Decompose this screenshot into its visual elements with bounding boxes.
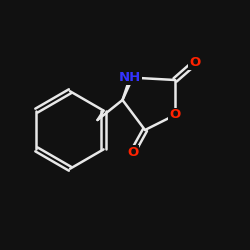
- Text: O: O: [127, 146, 138, 159]
- Text: O: O: [170, 108, 180, 122]
- Text: O: O: [190, 56, 200, 69]
- Text: NH: NH: [119, 71, 141, 84]
